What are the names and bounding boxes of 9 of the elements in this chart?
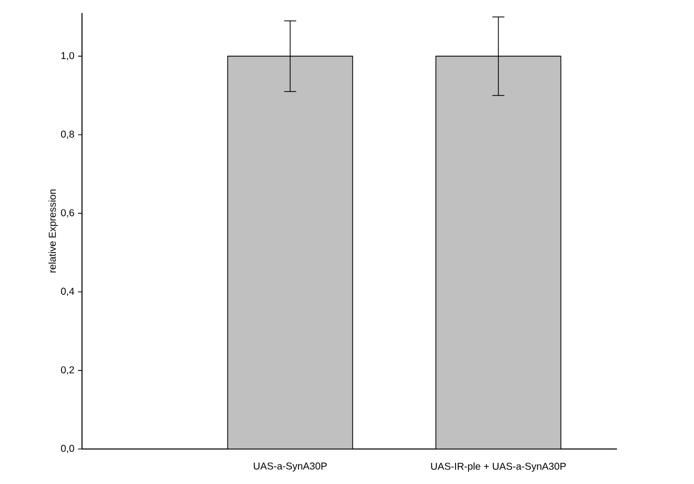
y-tick-label: 0,8 xyxy=(61,130,74,139)
y-tick-label: 0,6 xyxy=(61,209,74,218)
x-tick-label: UAS-a-SynA30P xyxy=(254,462,327,472)
y-tick-label: 0,0 xyxy=(61,444,74,454)
y-axis-title: relative Expression xyxy=(48,190,58,272)
y-tick-label: 1,0 xyxy=(61,52,74,60)
x-tick-label: UAS-IR-ple + UAS-a-SynA30P xyxy=(431,462,566,472)
y-tick-label: 0,2 xyxy=(61,366,74,375)
y-tick-label: 0,4 xyxy=(61,288,74,296)
